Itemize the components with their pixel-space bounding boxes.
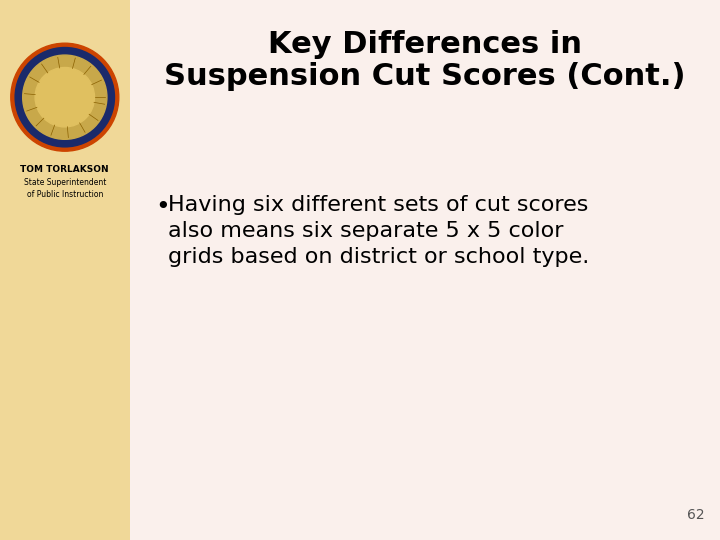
- Text: also means six separate 5 x 5 color: also means six separate 5 x 5 color: [168, 221, 564, 241]
- Bar: [0, 0, 130, 540]
- Text: Key Differences in
Suspension Cut Scores (Cont.): Key Differences in Suspension Cut Scores…: [164, 30, 685, 91]
- Text: Having six different sets of cut scores: Having six different sets of cut scores: [168, 195, 588, 215]
- Text: •: •: [155, 195, 170, 219]
- Text: 62: 62: [688, 508, 705, 522]
- Circle shape: [22, 55, 107, 139]
- Circle shape: [11, 43, 119, 151]
- Text: TOM TORLAKSON: TOM TORLAKSON: [20, 165, 109, 174]
- Text: State Superintendent
of Public Instruction: State Superintendent of Public Instructi…: [24, 178, 106, 199]
- Circle shape: [15, 48, 114, 147]
- Circle shape: [35, 68, 94, 127]
- Text: grids based on district or school type.: grids based on district or school type.: [168, 247, 589, 267]
